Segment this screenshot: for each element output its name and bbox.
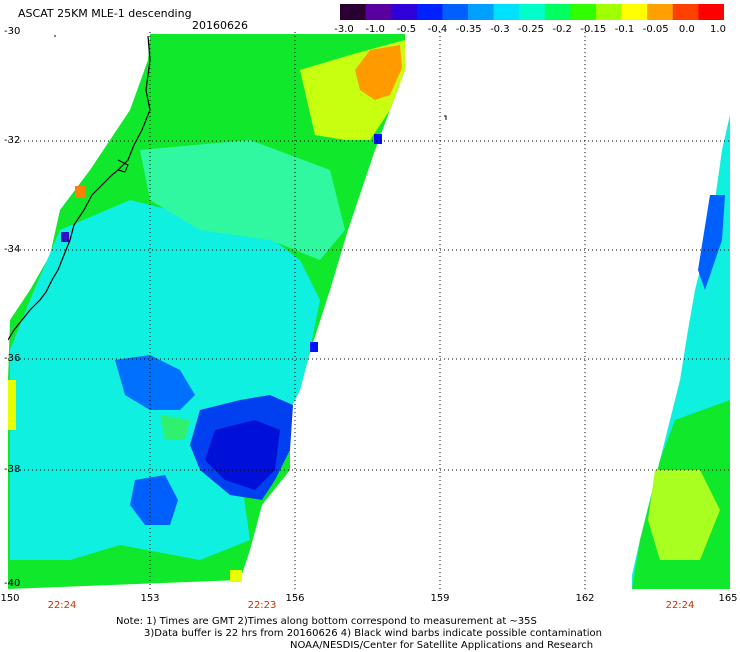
swath-time: 22:24: [47, 600, 77, 611]
green-patch: [160, 415, 190, 440]
coast-blue-pixel: [61, 232, 69, 242]
note-line-3: NOAA/NESDIS/Center for Satellite Applica…: [290, 640, 594, 651]
colorbar-tick-label: -0.1: [614, 24, 635, 35]
colorbar-segment: [391, 4, 418, 20]
colorbar-tick-label: -0.3: [490, 24, 510, 35]
map-title: ASCAT 25KM MLE-1 descending: [18, 7, 192, 20]
lat-label: -40: [4, 578, 21, 589]
lon-label: 156: [285, 593, 305, 604]
colorbar-segment: [698, 4, 724, 20]
colorbar-tick-label: -0.2: [552, 24, 572, 35]
colorbar-tick-label: 1.0: [710, 24, 726, 35]
colorbar-segment: [570, 4, 597, 20]
colorbar-tick-label: -1.0: [365, 24, 385, 35]
colorbar-tick-label: -0.35: [455, 24, 482, 35]
coast-yellow-strip: [8, 380, 16, 430]
colorbar-segment: [519, 4, 546, 20]
colorbar-segment: [340, 4, 367, 20]
edge-blue-pixel: [374, 134, 382, 144]
lon-label: 159: [430, 593, 450, 604]
coast-orange-pixel: [75, 186, 85, 198]
east-blue: [698, 195, 725, 290]
colorbar-segment: [468, 4, 495, 20]
map-date: 20160626: [192, 19, 248, 32]
colorbar-segment: [647, 4, 674, 20]
colorbar-tick-label: -0.15: [580, 24, 607, 35]
edge-blue-pixel-2: [310, 342, 318, 352]
swath-time: 22:23: [247, 600, 277, 611]
east-yellow: [648, 470, 720, 560]
blue-patch-3: [205, 420, 280, 490]
colorbar-segment: [442, 4, 469, 20]
gridlines: [8, 32, 730, 589]
colorbar-segment: [544, 4, 571, 20]
wind-barb-mark: [444, 115, 447, 120]
colorbar-segment: [365, 4, 392, 20]
coastline: [8, 35, 151, 341]
lat-label: -30: [4, 26, 21, 37]
lat-label: -36: [4, 353, 21, 364]
colorbar-segment: [416, 4, 443, 20]
lon-label: 150: [0, 593, 20, 604]
lat-label: -34: [4, 244, 21, 255]
lat-label: -38: [4, 464, 21, 475]
swath-time: 22:24: [665, 600, 695, 611]
colorbar-segment: [621, 4, 648, 20]
colorbar-segment: [596, 4, 623, 20]
lat-label: -32: [4, 135, 21, 146]
coastline-detail: [117, 159, 129, 173]
note-line-2: 3)Data buffer is 22 hrs from 20160626 4)…: [144, 628, 602, 639]
colorbar-segment: [493, 4, 520, 20]
colorbar-tick-label: -0.25: [518, 24, 544, 35]
colorbar-tick-label: -3.0: [334, 24, 354, 35]
blue-patch-1: [115, 355, 195, 410]
teal-region: [140, 140, 345, 260]
colorbar: [340, 4, 724, 20]
note-line-1: Note: 1) Times are GMT 2)Times along bot…: [116, 616, 537, 627]
colorbar-segment: [672, 4, 699, 20]
colorbar-tick-label: 0.0: [678, 24, 695, 35]
lon-label: 153: [140, 593, 160, 604]
orange-region: [355, 45, 402, 100]
lon-label: 165: [718, 593, 738, 604]
colorbar-tick-label: -0.5: [396, 24, 417, 35]
colorbar-tick-label: -0.4: [427, 24, 448, 35]
bottom-yellow-pixel: [230, 570, 242, 582]
blue-patch-4: [130, 475, 178, 525]
colorbar-tick-label: -0.05: [642, 24, 669, 35]
lon-label: 162: [575, 593, 595, 604]
